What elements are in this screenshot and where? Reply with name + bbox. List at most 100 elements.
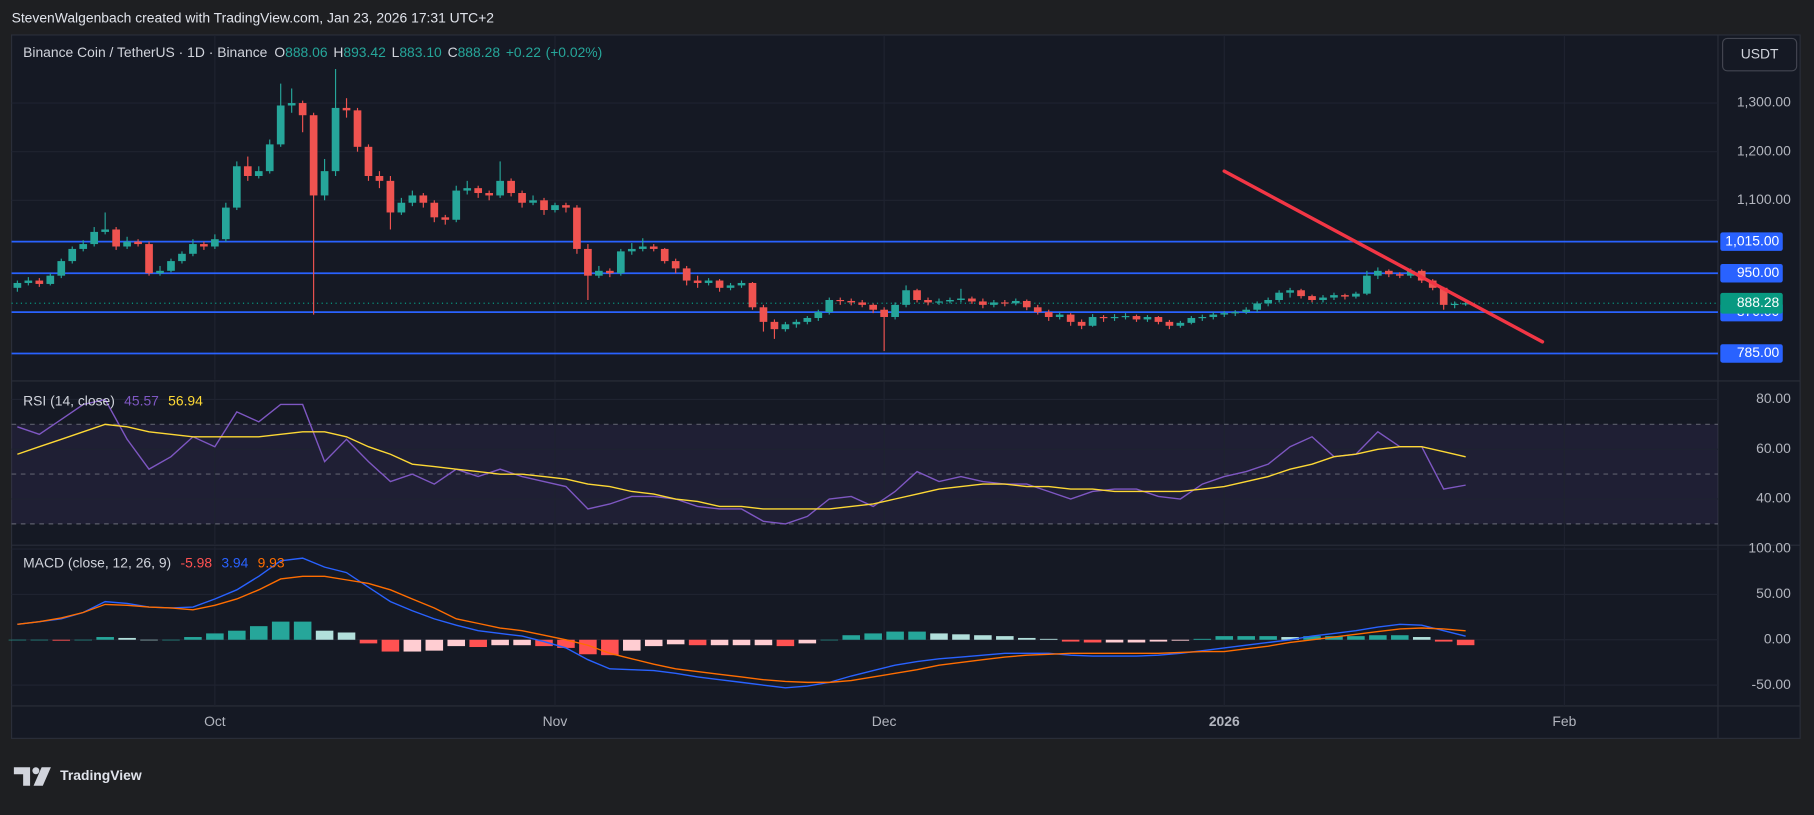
candle-body xyxy=(704,280,713,283)
candle-body xyxy=(298,103,307,116)
legend-key: L xyxy=(392,44,400,60)
legend-value: 45.57 xyxy=(124,392,159,408)
candle-body xyxy=(320,171,329,196)
histogram-bar xyxy=(469,639,487,648)
histogram-bar xyxy=(732,639,751,646)
histogram-bar xyxy=(535,639,553,647)
candle-body xyxy=(287,103,296,106)
histogram-bar xyxy=(491,639,509,646)
legend-change: +0.22 xyxy=(506,44,541,60)
histogram-bar xyxy=(30,639,49,641)
candle-body xyxy=(178,253,186,262)
legend-title: RSI (14, close) xyxy=(23,392,115,408)
candle-body xyxy=(254,171,263,176)
histogram-bar xyxy=(1391,635,1409,640)
histogram-bar xyxy=(513,639,531,646)
candle-body xyxy=(46,275,55,284)
candle-body xyxy=(408,195,417,203)
histogram-bar xyxy=(579,639,597,655)
plot-area: 1,100.001,200.001,300.001,015.00950.0087… xyxy=(8,34,1792,729)
legend-value: 893.42 xyxy=(343,44,386,60)
level-label: 950.00 xyxy=(1737,264,1780,280)
histogram-bar xyxy=(425,639,444,651)
histogram-bar xyxy=(447,639,466,647)
candle-body xyxy=(935,301,943,303)
logo-icon xyxy=(33,767,51,786)
candle-body xyxy=(529,200,537,203)
last-price-box xyxy=(1720,292,1783,314)
candle-body xyxy=(1297,290,1305,297)
legend-key: H xyxy=(333,44,343,60)
legend-value: 888.06 xyxy=(285,44,328,60)
candle-body xyxy=(397,202,406,213)
histogram-bar xyxy=(1237,636,1255,640)
histogram-bar xyxy=(8,639,27,641)
histogram-bar xyxy=(1412,637,1431,640)
candle-body xyxy=(1220,313,1229,315)
candle-body xyxy=(606,270,614,274)
candle-body xyxy=(474,188,483,194)
histogram-bar xyxy=(206,633,224,640)
currency-button[interactable] xyxy=(1722,37,1798,72)
candle-body xyxy=(1000,302,1009,304)
candle-body xyxy=(1384,270,1393,275)
candle-body xyxy=(1066,314,1075,322)
candle-body xyxy=(770,321,779,330)
y-tick-label: 1,300.00 xyxy=(1737,94,1791,110)
candle-body xyxy=(1286,290,1294,293)
candle-body xyxy=(847,300,856,303)
histogram-bar xyxy=(140,639,158,641)
histogram-bar xyxy=(1303,636,1321,640)
histogram-bar xyxy=(271,621,290,640)
candle-body xyxy=(1461,303,1470,305)
candle-body xyxy=(858,302,867,305)
brand-name: TradingView xyxy=(60,767,142,783)
macd-line xyxy=(17,557,1466,689)
histogram-bar xyxy=(623,639,641,651)
histogram-bar xyxy=(1193,638,1212,640)
candle-body xyxy=(1198,317,1207,319)
y-tick-label: 1,200.00 xyxy=(1737,142,1791,158)
logo-icon xyxy=(13,767,31,786)
candle-body xyxy=(57,261,66,276)
candle-body xyxy=(430,202,439,218)
histogram-bar xyxy=(403,639,422,652)
histogram-bar xyxy=(952,634,970,640)
candle-body xyxy=(1264,299,1272,304)
candle-body xyxy=(814,312,823,318)
candle-body xyxy=(1330,295,1338,298)
y-tick-label: 40.00 xyxy=(1756,490,1791,506)
candle-body xyxy=(595,270,603,276)
histogram-bar xyxy=(162,639,180,641)
level-label-box xyxy=(1720,263,1783,283)
x-tick-label: Oct xyxy=(204,713,226,729)
candle-body xyxy=(156,270,164,274)
candle-body xyxy=(1319,297,1327,300)
candle-body xyxy=(90,231,99,245)
candle-body xyxy=(101,229,109,232)
candle-body xyxy=(869,304,878,310)
legend-value: 56.94 xyxy=(168,392,203,408)
candle-body xyxy=(671,261,680,269)
histogram-bar xyxy=(1456,639,1475,646)
candle-body xyxy=(518,193,526,203)
candle-body xyxy=(243,166,252,176)
candle-body xyxy=(24,280,33,283)
signal-line xyxy=(17,575,1466,684)
candle-body xyxy=(968,298,976,302)
histogram-bar xyxy=(1215,636,1234,640)
histogram-bar xyxy=(1281,637,1299,640)
candle-body xyxy=(452,190,461,220)
histogram-bar xyxy=(908,631,926,640)
currency-label[interactable]: USDT xyxy=(1741,45,1779,61)
candle-body xyxy=(573,207,581,249)
candle-body xyxy=(649,246,658,249)
candle-body xyxy=(1055,314,1064,318)
histogram-bar xyxy=(930,633,948,640)
x-tick-label: Feb xyxy=(1552,713,1576,729)
candle-body xyxy=(309,115,318,196)
histogram-bar xyxy=(1325,636,1343,640)
candle-body xyxy=(1406,270,1415,276)
y-tick-label: -50.00 xyxy=(1752,676,1792,692)
